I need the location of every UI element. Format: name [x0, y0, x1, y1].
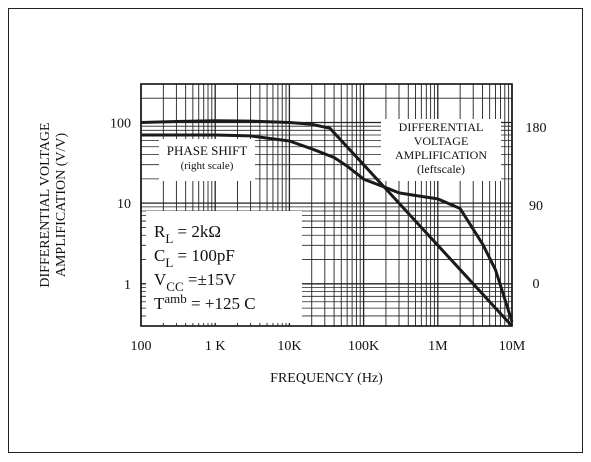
y-axis-label-line: DIFFERENTIAL VOLTAGE: [38, 122, 53, 287]
gain-curve: [140, 119, 514, 328]
x-tick-label: 1 K: [205, 339, 226, 354]
annotations: PHASE SHIFT (right scale) DIFFERENTIALVOLT…: [146, 119, 501, 323]
x-tick-label: 1M: [428, 339, 448, 354]
series-group: [140, 119, 514, 328]
phase-label: PHASE SHIFT: [167, 143, 248, 158]
x-tick-label: 100: [131, 339, 152, 354]
condition-text: CL = 100pF: [154, 246, 235, 270]
y-tick-labels: 100 10 1: [110, 116, 131, 292]
phase-label-bg: [159, 139, 255, 181]
y2-tick-label: 90: [529, 199, 543, 214]
phase-curve: [141, 133, 514, 323]
phase-label: (right scale): [181, 160, 234, 172]
conditions-bg: [146, 211, 302, 323]
condition-text: RL = 2kΩ: [154, 222, 221, 246]
condition-text: VCC =±15V: [154, 270, 237, 294]
gain-label: DIFFERENTIAL: [399, 120, 484, 134]
condition-text: Tamb = +125 C: [154, 291, 256, 313]
x-axis-label: FREQUENCY (Hz): [270, 371, 383, 386]
y-tick-label: 100: [110, 116, 131, 131]
chart-svg: 100 1 K 10K 100K 1M 10M 100 10 1 180 90 0 PHASE S…: [38, 83, 547, 386]
gain-label-bg: [381, 119, 501, 181]
figure-frame: 100 1 K 10K 100K 1M 10M 100 10 1 180 90 0 PHASE S…: [8, 8, 583, 453]
y-tick-label: 10: [117, 197, 131, 212]
y2-tick-label: 180: [526, 121, 547, 136]
gain-label: VOLTAGE: [414, 134, 469, 148]
y2-tick-labels: 180 90 0: [526, 121, 547, 292]
x-tick-label: 10K: [277, 339, 301, 354]
y2-tick-label: 0: [533, 277, 540, 292]
gain-label: AMPLIFICATION: [395, 148, 487, 162]
x-tick-labels: 100 1 K 10K 100K 1M 10M: [131, 339, 526, 354]
plot-border: [140, 83, 513, 327]
gain-label: (leftscale): [417, 162, 465, 176]
y-tick-label: 1: [124, 278, 131, 293]
x-tick-label: 100K: [348, 339, 379, 354]
y-axis-label: DIFFERENTIAL VOLTAGE AMPLIFICATION (V/V): [38, 122, 69, 287]
y-axis-label-line: AMPLIFICATION (V/V): [54, 133, 69, 278]
x-tick-label: 10M: [499, 339, 526, 354]
